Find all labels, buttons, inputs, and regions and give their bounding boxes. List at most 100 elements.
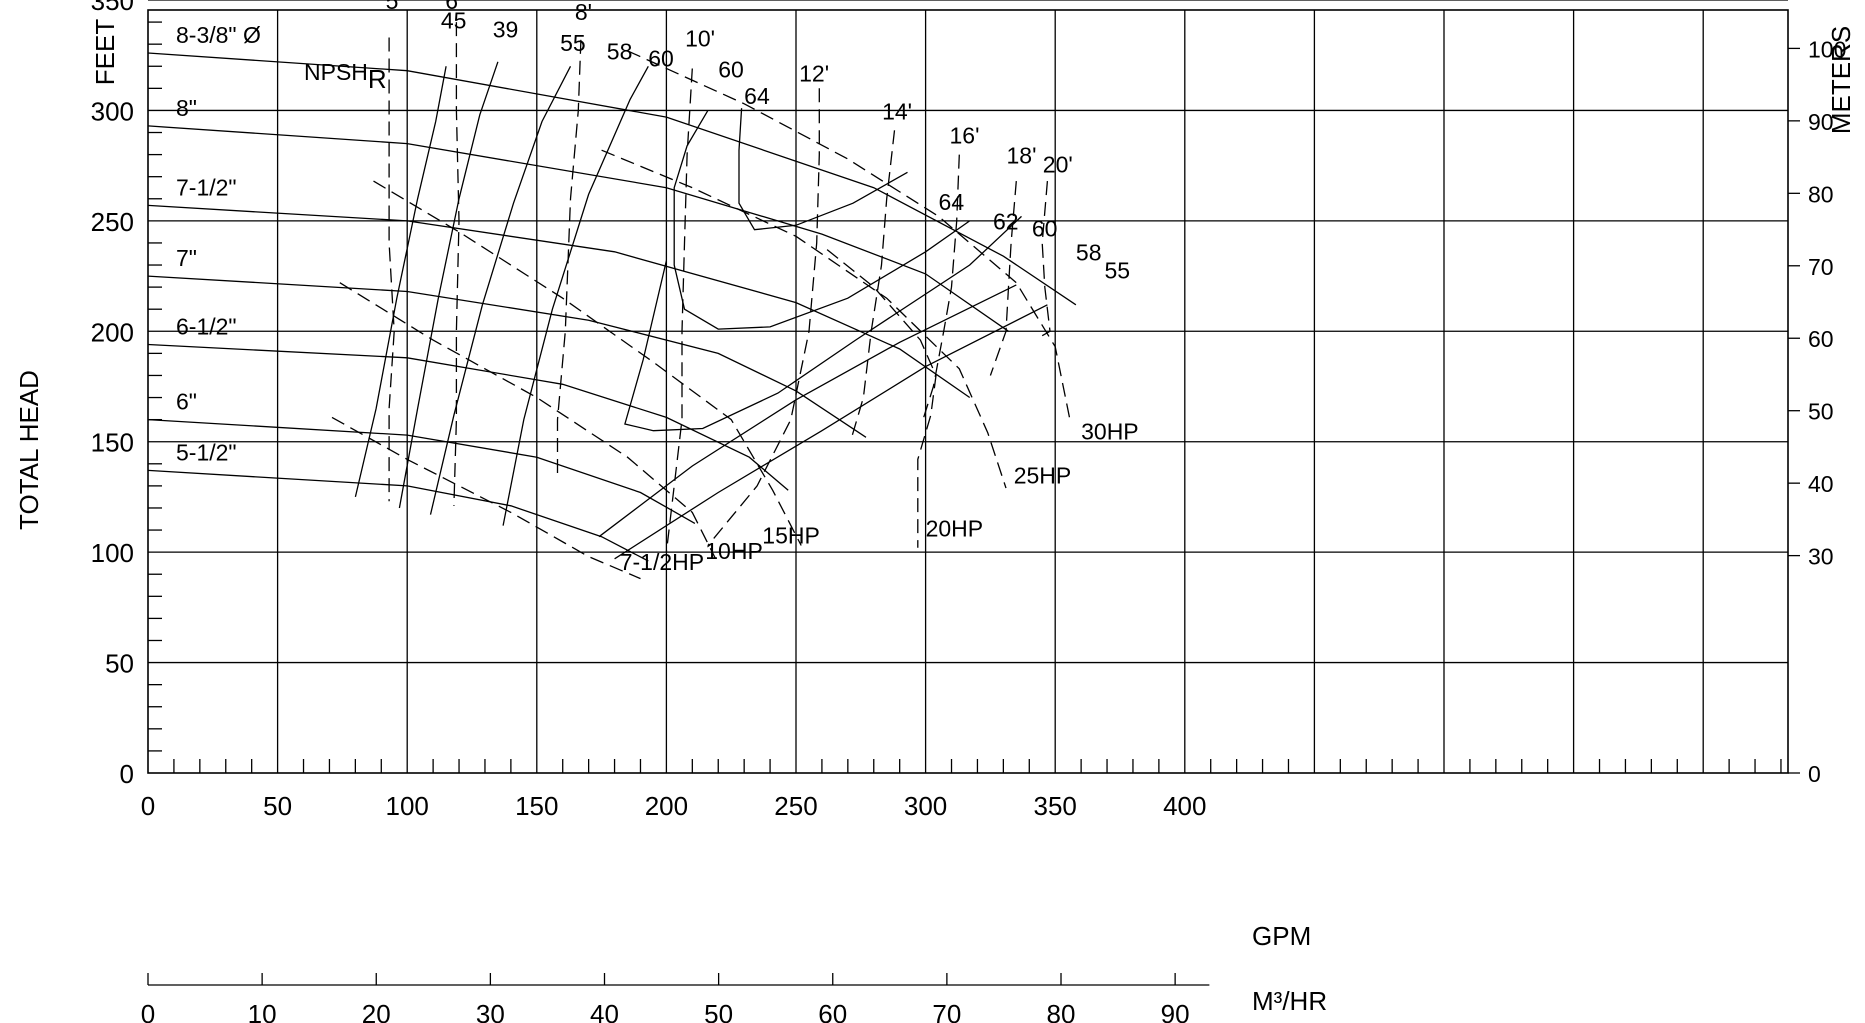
impeller-curve	[147, 275, 867, 438]
impeller-label: 7-1/2"	[176, 174, 237, 200]
power-curve	[627, 50, 1072, 425]
meter-tick-label: 40	[1808, 471, 1834, 497]
power-label: 10HP	[705, 538, 763, 564]
y-tick-label: 50	[105, 649, 134, 679]
m3hr-tick-label: 70	[932, 999, 961, 1023]
impeller-curve	[147, 52, 1077, 306]
impeller-curve	[147, 343, 789, 491]
impeller-curve	[147, 204, 971, 399]
efficiency-label: 64	[744, 83, 770, 109]
m3hr-tick-label: 0	[141, 999, 155, 1023]
efficiency-curve	[673, 110, 971, 330]
meter-tick-label: 80	[1808, 181, 1834, 207]
npshr-curve	[665, 68, 693, 553]
x-tick-label: 200	[645, 791, 688, 821]
y-tick-label: 0	[120, 759, 134, 789]
power-label: 20HP	[926, 516, 984, 542]
m3hr-tick-label: 60	[818, 999, 847, 1023]
efficiency-label: 39	[493, 17, 519, 43]
y-tick-label: 200	[91, 317, 134, 347]
y-axis-title: TOTAL HEAD	[14, 370, 44, 530]
y-units-left: FEET	[90, 19, 120, 86]
x-tick-label: 300	[904, 791, 947, 821]
power-curve	[826, 249, 937, 548]
m3hr-tick-label: 20	[362, 999, 391, 1023]
power-curve	[331, 416, 641, 580]
x-tick-label: 50	[263, 791, 292, 821]
impeller-label: 8-3/8" Ø	[176, 22, 261, 48]
npsh-heading-main: NPSH	[304, 59, 368, 85]
meter-tick-label: 30	[1808, 544, 1834, 570]
y-tick-label: 250	[91, 207, 134, 237]
y-tick-label: 300	[91, 96, 134, 126]
efficiency-curve	[624, 215, 1022, 432]
m3hr-tick-label: 90	[1161, 999, 1190, 1023]
meter-tick-label: 90	[1808, 109, 1834, 135]
efficiency-label: 58	[1076, 240, 1102, 266]
m3hr-tick-label: 80	[1047, 999, 1076, 1023]
efficiency-label: 55	[1104, 257, 1130, 283]
npshr-label: 20'	[1043, 151, 1073, 177]
m3hr-tick-label: 50	[704, 999, 733, 1023]
npshr-curve	[1041, 181, 1051, 337]
meter-tick-label: 100	[1808, 36, 1846, 62]
curves	[147, 22, 1077, 580]
meter-tick-label: 70	[1808, 254, 1834, 280]
x-tick-label: 0	[141, 791, 155, 821]
meter-tick-label: 0	[1808, 761, 1821, 787]
power-curve	[339, 282, 717, 560]
x-tick-label: 150	[515, 791, 558, 821]
impeller-label: 6-1/2"	[176, 314, 237, 340]
npshr-label: 8'	[575, 0, 592, 25]
efficiency-curve	[398, 61, 499, 509]
impeller-label: 6"	[176, 389, 197, 415]
power-label: 15HP	[762, 522, 820, 548]
x-tick-label: 400	[1163, 791, 1206, 821]
y-units-right: METERS	[1826, 26, 1856, 134]
npshr-curve	[922, 154, 960, 420]
meter-tick-label: 60	[1808, 326, 1834, 352]
x-axis-title: GPM	[1252, 921, 1311, 951]
efficiency-label: 58	[607, 39, 633, 65]
plot-frame	[147, 9, 1789, 774]
npshr-label: 5'	[386, 0, 403, 14]
power-label: 25HP	[1014, 463, 1072, 489]
x-tick-label: 100	[386, 791, 429, 821]
npshr-label: 10'	[685, 25, 715, 51]
efficiency-label: 60	[648, 45, 674, 71]
impeller-curve	[147, 469, 649, 562]
grid	[147, 0, 1800, 986]
efficiency-curve	[738, 108, 908, 231]
npshr-curve	[388, 37, 395, 502]
power-curve	[601, 149, 1007, 489]
npshr-curve	[556, 39, 582, 480]
m3hr-tick-label: 40	[590, 999, 619, 1023]
efficiency-curve	[354, 66, 447, 498]
npshr-label: 16'	[949, 123, 979, 149]
efficiency-label: 64	[939, 189, 965, 215]
npshr-curve	[707, 88, 820, 546]
x-tick-label: 350	[1034, 791, 1077, 821]
y-tick-label: 350	[91, 0, 134, 16]
efficiency-curve	[502, 65, 649, 526]
y-tick-label: 150	[91, 428, 134, 458]
power-label: 7-1/2HP	[620, 549, 704, 575]
npshr-curve	[453, 22, 460, 506]
m3hr-tick-label: 30	[476, 999, 505, 1023]
efficiency-label: 62	[993, 209, 1019, 235]
npshr-label: 14'	[882, 98, 912, 124]
efficiency-curve	[598, 284, 1017, 538]
meter-tick-label: 50	[1808, 399, 1834, 425]
npshr-label: 12'	[799, 61, 829, 87]
npshr-curve	[849, 130, 896, 442]
impeller-label: 8"	[176, 95, 197, 121]
efficiency-label: 55	[560, 30, 586, 56]
m3hr-tick-label: 10	[248, 999, 277, 1023]
impeller-label: 5-1/2"	[176, 439, 237, 465]
npshr-curve	[989, 181, 1017, 376]
efficiency-label: 45	[441, 8, 467, 34]
efficiency-label: 60	[718, 56, 744, 82]
efficiency-curve	[429, 66, 572, 515]
